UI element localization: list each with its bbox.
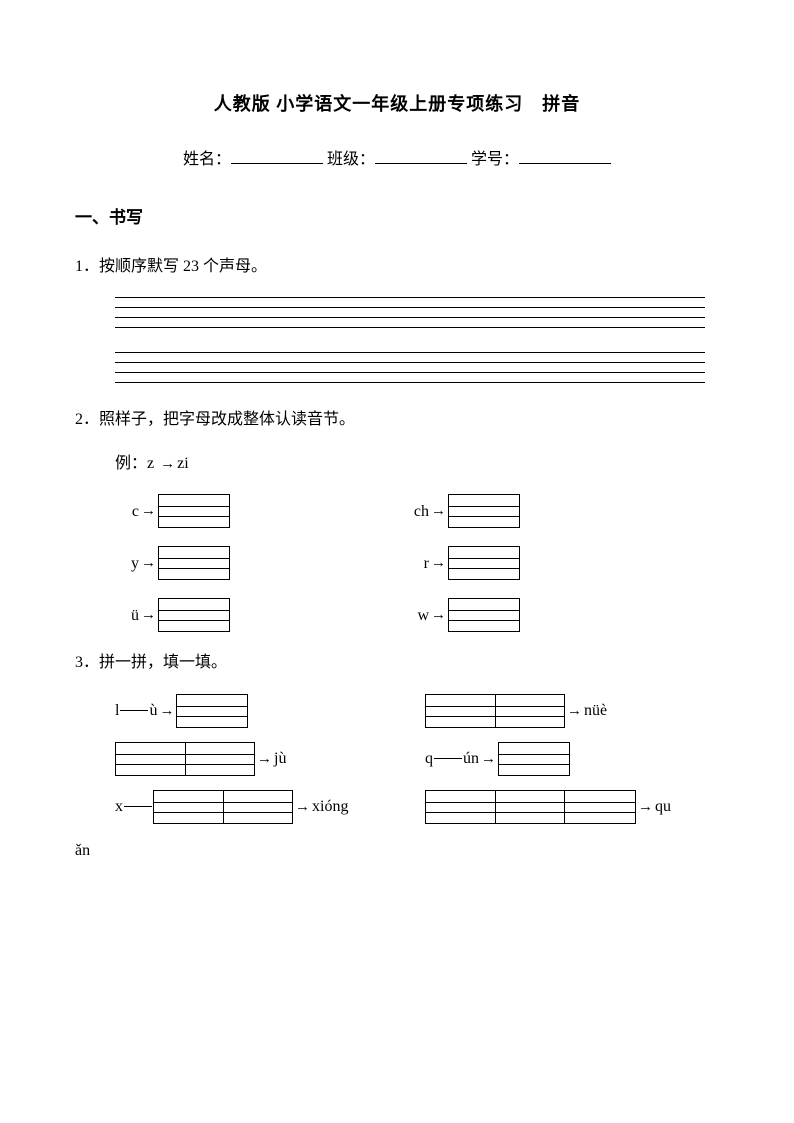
- question-2-text: 2．照样子，把字母改成整体认读音节。: [75, 407, 719, 433]
- q3-letter: ún: [463, 746, 479, 772]
- example-to: zi: [177, 455, 189, 472]
- question-2-items: c → ch → y → r → ü → w →: [115, 494, 719, 632]
- dash-connector: [434, 758, 462, 759]
- pinyin-input-box-double[interactable]: [153, 790, 293, 824]
- q3-tail-text: ǎn: [75, 838, 719, 864]
- q3-row-1: l ù → → nüè: [115, 694, 719, 728]
- q3-letter: q: [425, 746, 433, 772]
- dash-connector: [124, 806, 152, 807]
- question-3-items: l ù → → nüè → jù q ún → x: [115, 694, 719, 824]
- q2-row-2: y → r →: [115, 546, 719, 580]
- question-1-text: 1．按顺序默写 23 个声母。: [75, 254, 719, 280]
- arrow-icon: →: [295, 795, 310, 819]
- q3-output: jù: [274, 746, 286, 772]
- id-blank[interactable]: [519, 148, 611, 164]
- page-title: 人教版 小学语文一年级上册专项练习 拼音: [75, 90, 719, 119]
- q2-row-3: ü → w →: [115, 598, 719, 632]
- arrow-icon: →: [160, 456, 175, 472]
- q3-output: nüè: [584, 698, 607, 724]
- q3-output: qu: [655, 794, 671, 820]
- q3-row-2: → jù q ún →: [115, 742, 719, 776]
- writing-line-group-1[interactable]: [115, 297, 705, 328]
- arrow-icon: →: [431, 551, 446, 575]
- arrow-icon: →: [159, 699, 174, 723]
- pinyin-input-box[interactable]: [158, 598, 230, 632]
- q2-right-label: ch: [405, 499, 429, 525]
- pinyin-input-box[interactable]: [448, 494, 520, 528]
- q3-letter: l: [115, 698, 119, 724]
- arrow-icon: →: [431, 499, 446, 523]
- pinyin-input-box[interactable]: [176, 694, 248, 728]
- arrow-icon: →: [567, 699, 582, 723]
- arrow-icon: →: [431, 603, 446, 627]
- pinyin-input-box-double[interactable]: [425, 694, 565, 728]
- example-prefix: 例：: [115, 455, 147, 472]
- name-label: 姓名：: [183, 151, 231, 168]
- writing-line-group-2[interactable]: [115, 352, 705, 383]
- name-blank[interactable]: [231, 148, 323, 164]
- pinyin-input-box[interactable]: [564, 790, 636, 824]
- pinyin-input-box[interactable]: [498, 742, 570, 776]
- id-label: 学号：: [471, 151, 519, 168]
- writing-area[interactable]: [115, 297, 705, 383]
- pinyin-input-box[interactable]: [448, 598, 520, 632]
- q2-right-label: w: [405, 603, 429, 629]
- pinyin-input-box-double[interactable]: [115, 742, 255, 776]
- arrow-icon: →: [141, 603, 156, 627]
- q2-left-label: ü: [115, 603, 139, 629]
- arrow-icon: →: [141, 551, 156, 575]
- q3-letter: x: [115, 794, 123, 820]
- q2-left-label: y: [115, 551, 139, 577]
- pinyin-input-box[interactable]: [158, 546, 230, 580]
- dash-connector: [120, 710, 148, 711]
- arrow-icon: →: [257, 747, 272, 771]
- example-from: z: [147, 455, 154, 472]
- question-3-text: 3．拼一拼，填一填。: [75, 650, 719, 676]
- arrow-icon: →: [638, 795, 653, 819]
- q3-letter: ù: [149, 698, 157, 724]
- class-label: 班级：: [327, 151, 375, 168]
- arrow-icon: →: [481, 747, 496, 771]
- arrow-icon: →: [141, 499, 156, 523]
- pinyin-input-box-double[interactable]: [425, 790, 565, 824]
- q2-right-label: r: [405, 551, 429, 577]
- class-blank[interactable]: [375, 148, 467, 164]
- section-1-header: 一、书写: [75, 204, 719, 231]
- pinyin-input-box[interactable]: [158, 494, 230, 528]
- q3-row-3: x → xióng → qu: [115, 790, 719, 824]
- pinyin-input-box[interactable]: [448, 546, 520, 580]
- student-info-line: 姓名： 班级： 学号：: [75, 147, 719, 173]
- q3-output: xióng: [312, 794, 348, 820]
- question-2-example: 例：z →zi: [115, 451, 719, 477]
- q2-row-1: c → ch →: [115, 494, 719, 528]
- q2-left-label: c: [115, 499, 139, 525]
